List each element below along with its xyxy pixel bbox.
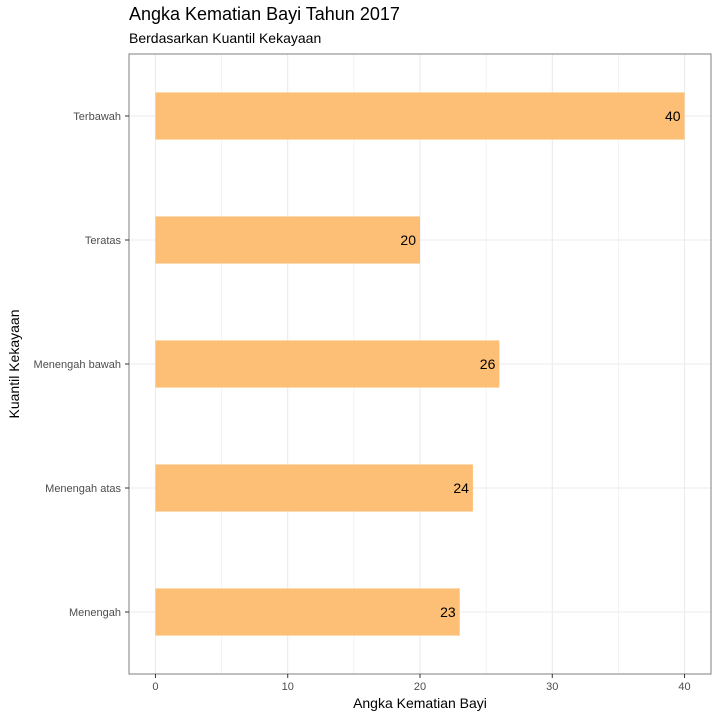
data-label: 23 (440, 604, 456, 620)
chart-subtitle: Berdasarkan Kuantil Kekayaan (129, 30, 321, 46)
data-labels: 40 20 26 24 23 (400, 108, 680, 620)
y-axis-title: Kuantil Kekayaan (6, 310, 22, 419)
y-axis-ticks: Terbawah Teratas Menengah bawah Menengah at… (34, 111, 129, 619)
bar (155, 216, 421, 264)
chart-title: Angka Kematian Bayi Tahun 2017 (129, 4, 400, 24)
y-tick-label: Menengah bawah (34, 359, 121, 371)
bar (155, 340, 500, 388)
x-tick-label: 40 (678, 681, 690, 693)
x-tick-label: 20 (414, 681, 426, 693)
y-tick-label: Menengah atas (45, 483, 121, 495)
bar (155, 92, 685, 140)
bar (155, 464, 473, 512)
data-label: 20 (400, 232, 416, 248)
y-tick-label: Menengah (69, 607, 121, 619)
x-axis-title: Angka Kematian Bayi (353, 695, 487, 711)
x-axis-ticks: 0 10 20 30 40 (152, 674, 691, 693)
bar (155, 588, 460, 636)
y-tick-label: Terbawah (73, 111, 121, 123)
data-label: 40 (665, 108, 681, 124)
x-tick-label: 10 (282, 681, 294, 693)
x-tick-label: 0 (152, 681, 158, 693)
bars (155, 92, 685, 636)
x-tick-label: 30 (546, 681, 558, 693)
data-label: 26 (480, 356, 496, 372)
data-label: 24 (453, 480, 469, 496)
y-tick-label: Teratas (85, 235, 122, 247)
